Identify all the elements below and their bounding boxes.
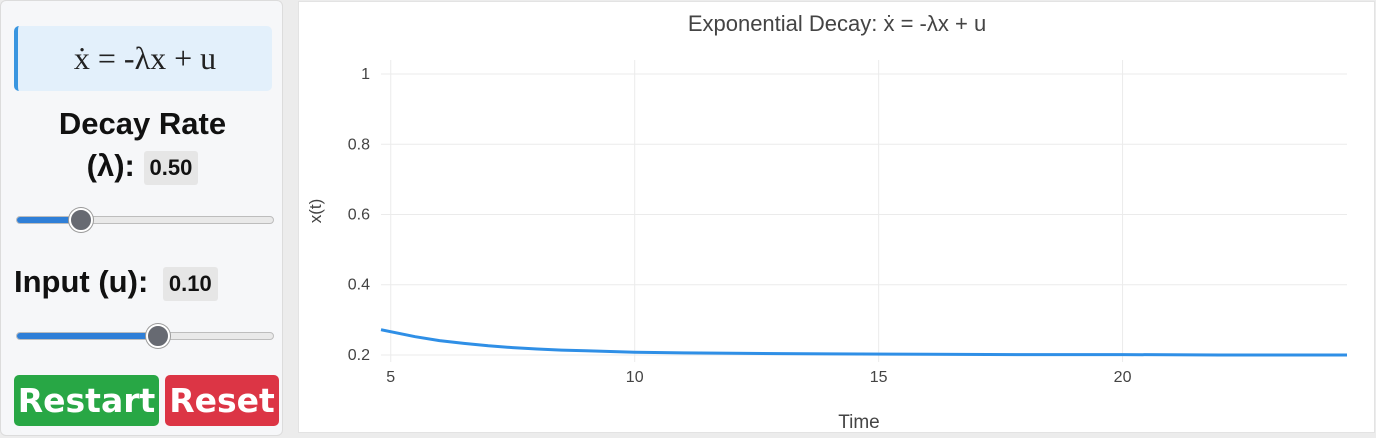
decay-rate-slider[interactable]	[16, 208, 274, 232]
y-axis-label: x(t)	[306, 199, 325, 224]
input-slider-thumb[interactable]	[145, 324, 170, 348]
y-tick-label: 0.6	[348, 207, 370, 224]
input-slider-fill	[17, 333, 158, 339]
decay-rate-label: Decay Rate	[1, 106, 284, 142]
y-tick-label: 0.4	[348, 277, 370, 294]
restart-button[interactable]: Restart	[14, 375, 159, 426]
decay-rate-slider-thumb[interactable]	[69, 208, 93, 232]
series-line	[380, 328, 1347, 357]
decay-rate-value: 0.50	[143, 150, 199, 185]
equation-display: ẋ = -λx + u	[14, 26, 272, 91]
chart-title: Exponential Decay: ẋ = -λx + u	[688, 11, 986, 36]
reset-button[interactable]: Reset	[165, 375, 279, 426]
x-tick-label: 5	[386, 369, 395, 386]
decay-rate-symbol: (λ):	[86, 148, 135, 183]
control-panel: ẋ = -λx + u Decay Rate (λ): 0.50 Input (…	[0, 0, 283, 436]
y-tick-label: 0.2	[348, 347, 370, 364]
tick-labels: 5 10 15 20 0.2 0.4 0.6 0.8 1	[348, 66, 1132, 386]
input-slider[interactable]	[16, 324, 274, 348]
input-label: Input (u):	[14, 264, 149, 299]
x-tick-label: 15	[870, 369, 888, 386]
grid-lines	[381, 60, 1347, 362]
y-tick-label: 0.8	[348, 136, 370, 153]
input-value: 0.10	[162, 266, 218, 301]
x-axis-label: Time	[838, 412, 880, 433]
series-layer	[380, 328, 1347, 357]
x-tick-label: 10	[626, 369, 644, 386]
x-tick-label: 20	[1114, 369, 1132, 386]
input-label-row: Input (u): 0.10	[14, 264, 218, 301]
chart-area: Exponential Decay: ẋ = -λx + u Time x(t)…	[298, 1, 1375, 433]
y-tick-label: 1	[361, 66, 370, 83]
decay-rate-slider-fill	[17, 217, 81, 223]
decay-chart: Exponential Decay: ẋ = -λx + u Time x(t)…	[306, 11, 1347, 433]
decay-rate-label-line1: Decay Rate	[58, 106, 227, 141]
decay-rate-label-row: (λ): 0.50	[1, 148, 284, 185]
